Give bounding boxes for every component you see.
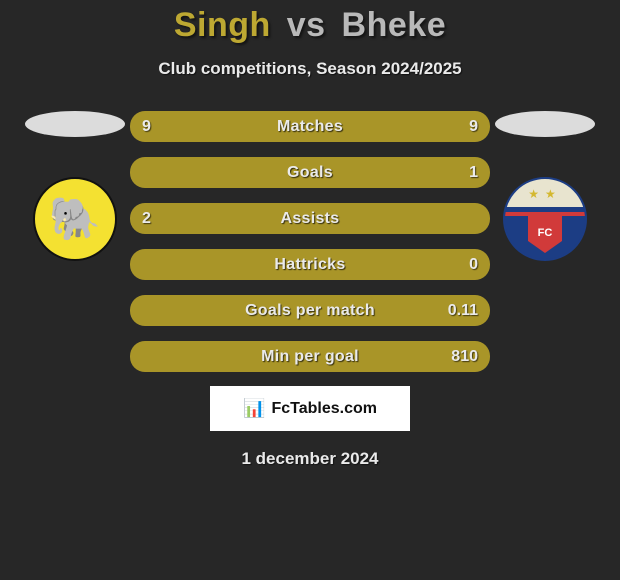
player1-name: Singh — [174, 6, 271, 44]
stat-label: Hattricks — [130, 249, 490, 280]
footer-date: 1 december 2024 — [241, 449, 378, 469]
stat-label: Goals per match — [130, 295, 490, 326]
player1-flag-icon — [25, 111, 125, 137]
stat-bar: Hattricks0 — [130, 249, 490, 280]
player1-club-logo: 🐘 — [33, 177, 117, 261]
stat-value-right: 9 — [469, 111, 478, 142]
stars-icon: ★★ — [505, 187, 585, 201]
main-row: 🐘 9Matches9 Goals1 2Assists Hattricks0 Goals… — [0, 111, 620, 372]
vs-separator: vs — [287, 6, 326, 44]
stat-value-right: 0.11 — [448, 295, 478, 326]
player2-flag-icon — [495, 111, 595, 137]
stat-label: Goals — [130, 157, 490, 188]
stat-label: Matches — [130, 111, 490, 142]
site-badge: 📊 FcTables.com — [210, 386, 410, 431]
stat-bar: Goals1 — [130, 157, 490, 188]
stat-value-right: 0 — [469, 249, 478, 280]
stat-label: Min per goal — [130, 341, 490, 372]
stat-value-right: 1 — [469, 157, 478, 188]
stat-value-right: 810 — [451, 341, 478, 372]
chart-icon: 📊 — [243, 398, 265, 419]
stat-bar: Min per goal810 — [130, 341, 490, 372]
elephant-icon: 🐘 — [49, 195, 101, 244]
site-name: FcTables.com — [271, 400, 377, 418]
page-title: Singh vs Bheke — [174, 6, 446, 45]
player2-club-logo: ★★ FC — [503, 177, 587, 261]
shield-icon: FC — [528, 213, 562, 253]
right-side-col: ★★ FC — [490, 111, 600, 261]
subtitle: Club competitions, Season 2024/2025 — [158, 59, 461, 79]
stat-bars: 9Matches9 Goals1 2Assists Hattricks0 Goals p… — [130, 111, 490, 372]
player2-name: Bheke — [342, 6, 447, 44]
stat-bar: 2Assists — [130, 203, 490, 234]
stat-label: Assists — [130, 203, 490, 234]
stat-bar: 9Matches9 — [130, 111, 490, 142]
stat-bar: Goals per match0.11 — [130, 295, 490, 326]
infographic-container: Singh vs Bheke Club competitions, Season… — [0, 0, 620, 580]
left-side-col: 🐘 — [20, 111, 130, 261]
